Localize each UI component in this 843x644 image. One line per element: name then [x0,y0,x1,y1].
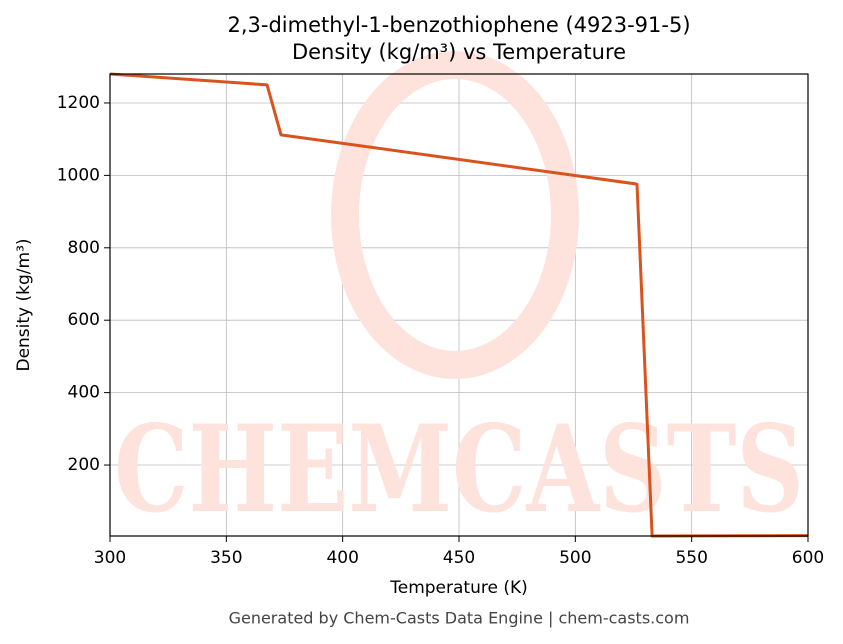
y-tick-label: 200 [68,455,100,475]
y-tick-label: 1000 [57,165,100,185]
x-tick-label: 400 [326,548,358,568]
y-axis-label: Density (kg/m³) [14,238,34,371]
grid [109,74,809,536]
chart-title: 2,3-dimethyl-1-benzothiophene (4923-91-5… [227,13,690,37]
x-tick-label: 350 [210,548,242,568]
y-tick-label: 1200 [57,93,100,113]
x-tick-label: 500 [559,548,591,568]
chart-subtitle: Density (kg/m³) vs Temperature [292,40,626,64]
x-tick-label: 600 [792,548,824,568]
y-tick-label: 800 [68,238,100,258]
x-tick-label: 300 [94,548,126,568]
watermark: CHEMCASTS [114,399,804,540]
watermark-logo [331,51,579,379]
y-tick-label: 600 [68,310,100,330]
x-axis-label: Temperature (K) [389,578,528,598]
x-tick-label: 550 [675,548,707,568]
footer: Generated by Chem-Casts Data Engine | ch… [229,609,690,628]
y-tick-label: 400 [68,383,100,403]
x-tick-label: 450 [443,548,475,568]
